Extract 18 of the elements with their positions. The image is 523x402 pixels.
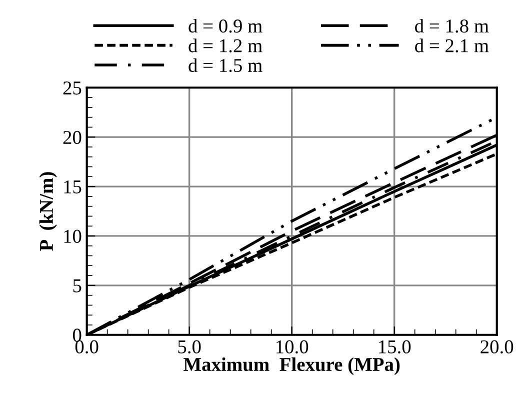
- y-tick-label: 15: [64, 180, 82, 194]
- x-tick-label: 15.0: [379, 340, 411, 354]
- legend-label: d = 1.2 m: [188, 38, 262, 52]
- legend-label: d = 0.9 m: [188, 18, 262, 33]
- x-tick-label: 10.0: [276, 340, 308, 354]
- x-tick-label: 0.0: [75, 340, 98, 354]
- y-axis-title: P (kN/m): [39, 172, 57, 251]
- legend-label: d = 1.8 m: [415, 18, 489, 33]
- legend-label: d = 2.1 m: [415, 38, 489, 52]
- y-tick-label: 0: [72, 328, 82, 342]
- y-tick-label: 25: [63, 82, 82, 95]
- y-tick-label: 5: [73, 279, 82, 292]
- y-tick-label: 10: [64, 230, 82, 243]
- legend-label: d = 1.5 m: [188, 58, 262, 72]
- x-tick-label: 20.0: [480, 340, 514, 354]
- x-axis-title: Maximum Flexure (MPa): [184, 357, 400, 375]
- y-tick-label: 20: [63, 130, 82, 144]
- x-tick-label: 5.0: [178, 340, 201, 354]
